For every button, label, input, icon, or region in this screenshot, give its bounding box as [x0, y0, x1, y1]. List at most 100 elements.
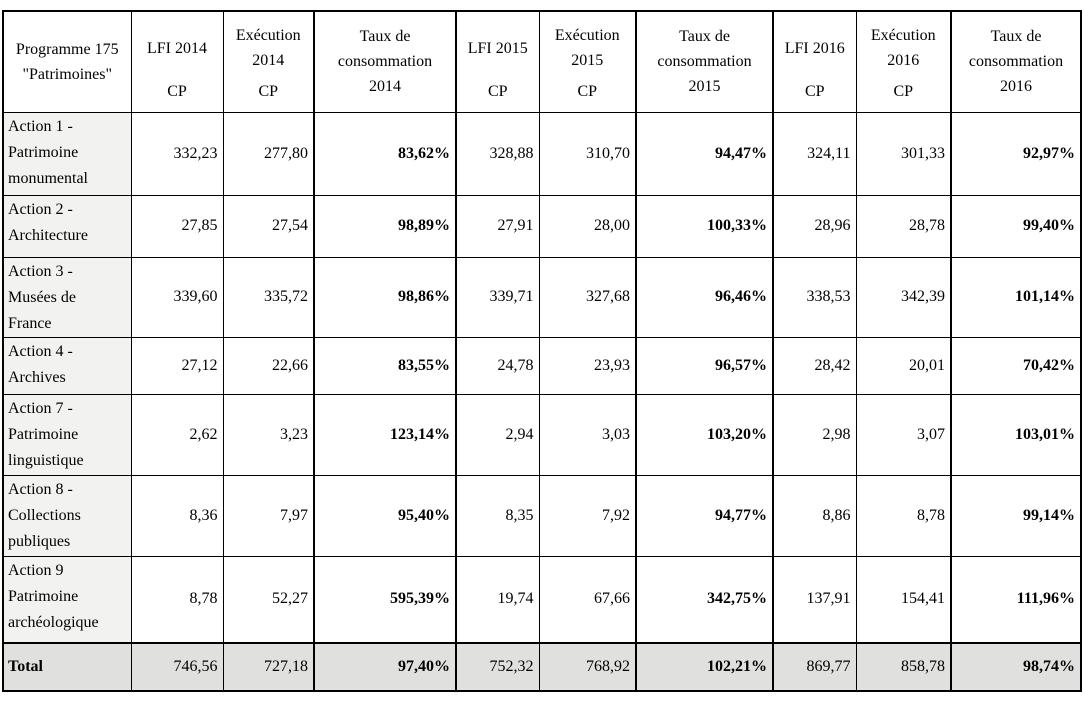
- col-header-wrap: LFI 2015 CP: [458, 13, 538, 110]
- col-header-wrap: Exécution 2014 CP: [225, 13, 313, 110]
- table-cell: 154,41: [855, 555, 952, 644]
- table-row-action: Action 9 Patrimoine archéologique 8,78 52,…: [2, 555, 1082, 644]
- col-header-title: Exécution 2014: [235, 27, 301, 70]
- table-header: Programme 175 "Patrimoines" LFI 2014 CP Ex…: [2, 10, 1082, 113]
- table-cell: 328,88: [455, 111, 540, 196]
- budget-table: Programme 175 "Patrimoines" LFI 2014 CP Ex…: [2, 10, 1082, 692]
- table-cell: 103,20%: [635, 393, 774, 476]
- table-cell: 24,78: [455, 336, 540, 395]
- table-cell: 3,03: [538, 393, 637, 476]
- table-cell: 96,57%: [635, 336, 774, 395]
- table-cell: 869,77: [772, 642, 857, 692]
- table-row-action: Action 3 - Musées de France 339,60 335,72 9…: [2, 256, 1082, 338]
- col-header-lfi-1: LFI 2014 CP: [130, 10, 224, 113]
- row-label: Action 3 - Musées de France: [2, 256, 132, 338]
- col-header-wrap: Exécution 2015 CP: [541, 13, 635, 110]
- table-cell: 98,74%: [950, 642, 1082, 692]
- col-header-taux-6: Taux de consommation 2015: [635, 10, 774, 113]
- table-cell: 100,33%: [635, 194, 774, 258]
- col-header-unit: CP: [893, 83, 914, 101]
- row-label: Action 9 Patrimoine archéologique: [2, 555, 132, 644]
- table-cell: 7,92: [538, 474, 637, 557]
- header-row: Programme 175 "Patrimoines" LFI 2014 CP Ex…: [2, 10, 1082, 113]
- table-cell: 8,36: [130, 474, 224, 557]
- table-cell: 98,86%: [313, 256, 457, 338]
- col-header-title: Taux de consommation 2016: [968, 28, 1064, 96]
- table-cell: 83,55%: [313, 336, 457, 395]
- col-header-lfi-4: LFI 2015 CP: [455, 10, 540, 113]
- col-header-title: Taux de consommation 2014: [337, 28, 433, 96]
- col-header-wrap: Taux de consommation 2016: [953, 13, 1079, 110]
- table-cell: 3,23: [222, 393, 315, 476]
- table-cell: 301,33: [855, 111, 952, 196]
- col-header-title: LFI 2014: [147, 39, 207, 57]
- table-cell: 137,91: [772, 555, 857, 644]
- table-cell: 3,07: [855, 393, 952, 476]
- table-cell: 70,42%: [950, 336, 1082, 395]
- table-cell: 2,62: [130, 393, 224, 476]
- table-cell: 7,97: [222, 474, 315, 557]
- table-cell: 2,98: [772, 393, 857, 476]
- row-label: Action 2 - Architecture: [2, 194, 132, 258]
- table-row-action: Action 8 - Collections publiques 8,36 7,97…: [2, 474, 1082, 557]
- table-cell: 858,78: [855, 642, 952, 692]
- table-row-action: Action 2 - Architecture 27,85 27,54 98,89% 2…: [2, 194, 1082, 258]
- table-cell: 327,68: [538, 256, 637, 338]
- table-cell: 28,00: [538, 194, 637, 258]
- table-cell: 28,78: [855, 194, 952, 258]
- table-cell: 111,96%: [950, 555, 1082, 644]
- table-cell: 338,53: [772, 256, 857, 338]
- table-cell: 8,86: [772, 474, 857, 557]
- table-cell: 335,72: [222, 256, 315, 338]
- table-cell: 277,80: [222, 111, 315, 196]
- table-cell: 28,96: [772, 194, 857, 258]
- col-header-wrap: Taux de consommation 2014: [316, 13, 454, 110]
- table-cell: 123,14%: [313, 393, 457, 476]
- col-header-title: LFI 2016: [784, 39, 845, 57]
- table-cell: 97,40%: [313, 642, 457, 692]
- table-cell: 339,71: [455, 256, 540, 338]
- table-row-action: Action 7 - Patrimoine linguistique 2,62 3,…: [2, 393, 1082, 476]
- table-cell: 94,77%: [635, 474, 774, 557]
- row-label: Action 4 - Archives: [2, 336, 132, 395]
- col-header-title: LFI 2015: [467, 39, 528, 57]
- table-cell: 339,60: [130, 256, 224, 338]
- col-header-title: Exécution 2015: [554, 27, 620, 70]
- row-label: Action 8 - Collections publiques: [2, 474, 132, 557]
- col-header-title: Taux de consommation 2015: [657, 28, 752, 96]
- table-cell: 27,91: [455, 194, 540, 258]
- table-cell: 8,35: [455, 474, 540, 557]
- col-header-unit: CP: [487, 83, 508, 101]
- table-cell: 8,78: [130, 555, 224, 644]
- col-header-unit: CP: [258, 83, 279, 101]
- table-cell: 332,23: [130, 111, 224, 196]
- table-cell: 99,40%: [950, 194, 1082, 258]
- table-cell: 83,62%: [313, 111, 457, 196]
- col-header-taux-9: Taux de consommation 2016: [950, 10, 1082, 113]
- table-cell: 8,78: [855, 474, 952, 557]
- col-header-exec-8: Exécution 2016 CP: [855, 10, 952, 113]
- table-cell: 768,92: [538, 642, 637, 692]
- row-label: Action 7 - Patrimoine linguistique: [2, 393, 132, 476]
- table-cell: 595,39%: [313, 555, 457, 644]
- table-cell: 342,39: [855, 256, 952, 338]
- table-cell: 27,12: [130, 336, 224, 395]
- corner-header: Programme 175 "Patrimoines": [2, 10, 132, 113]
- corner-header-title: Programme 175 "Patrimoines": [15, 40, 119, 83]
- col-header-lfi-7: LFI 2016 CP: [772, 10, 857, 113]
- table-cell: 103,01%: [950, 393, 1082, 476]
- table-cell: 101,14%: [950, 256, 1082, 338]
- col-header-wrap: LFI 2016 CP: [775, 13, 855, 110]
- table-cell: 95,40%: [313, 474, 457, 557]
- table-cell: 98,89%: [313, 194, 457, 258]
- table-body: Action 1 - Patrimoine monumental 332,23 27…: [2, 111, 1082, 692]
- table-cell: 52,27: [222, 555, 315, 644]
- col-header-unit: CP: [577, 83, 598, 101]
- table-row-action: Action 1 - Patrimoine monumental 332,23 27…: [2, 111, 1082, 196]
- col-header-wrap: Taux de consommation 2015: [638, 13, 771, 110]
- col-header-wrap: LFI 2014 CP: [133, 13, 222, 110]
- table-cell: 324,11: [772, 111, 857, 196]
- col-header-exec-2: Exécution 2014 CP: [222, 10, 315, 113]
- page: Programme 175 "Patrimoines" LFI 2014 CP Ex…: [2, 10, 1082, 692]
- table-cell: 20,01: [855, 336, 952, 395]
